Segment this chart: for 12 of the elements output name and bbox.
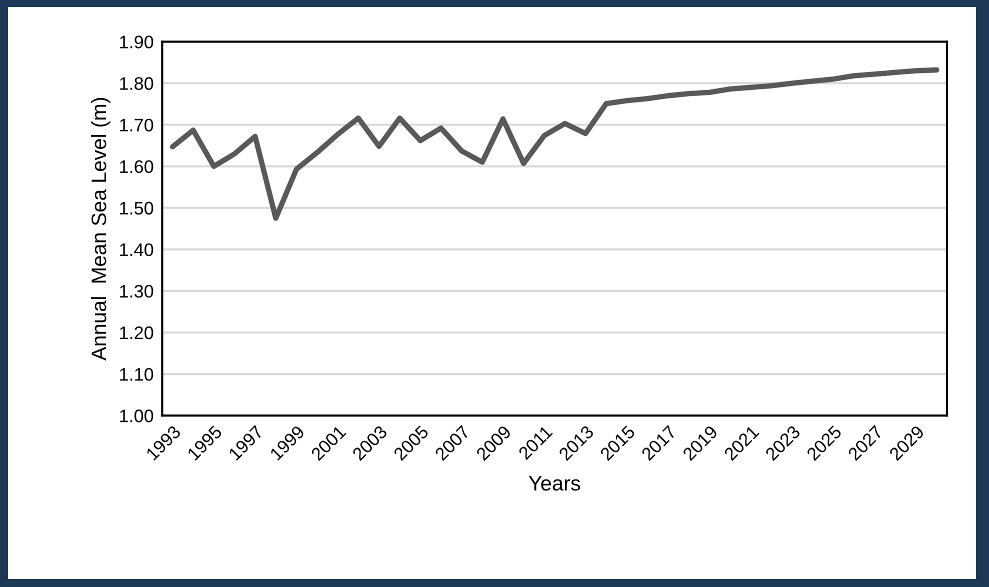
x-axis-title: Years	[528, 476, 580, 491]
y-tick-label: 1.60	[120, 160, 154, 174]
y-tick-label: 1.90	[120, 36, 154, 48]
y-tick-label: 1.70	[120, 118, 154, 132]
y-tick-label: 1.30	[120, 284, 154, 298]
y-tick-label: 1.50	[120, 202, 154, 215]
y-tick-label: 1.20	[120, 326, 154, 340]
y-tick-label: 1.10	[120, 368, 154, 381]
y-tick-label: 1.40	[120, 243, 154, 256]
y-tick-label: 1.00	[120, 410, 154, 422]
y-axis-title: Annual Mean Sea Level (m)	[90, 98, 110, 361]
y-tick-label: 1.80	[120, 77, 154, 90]
